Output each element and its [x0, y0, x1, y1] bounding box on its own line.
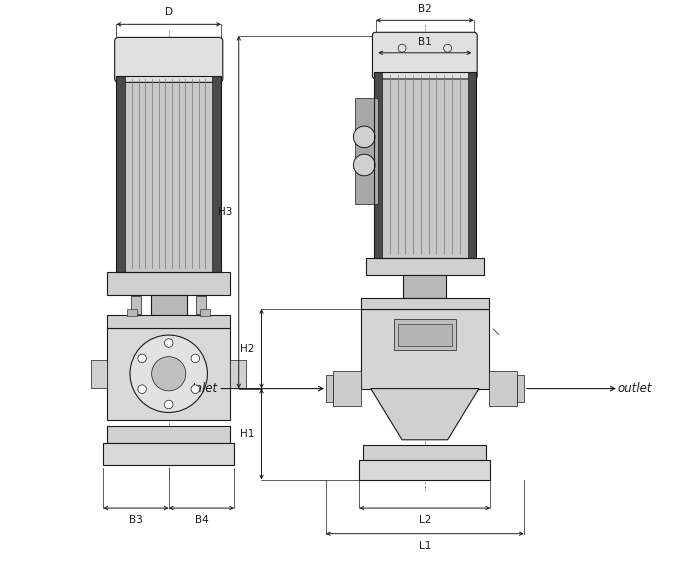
Polygon shape: [371, 389, 479, 440]
Bar: [374, 72, 382, 258]
FancyBboxPatch shape: [372, 32, 477, 79]
Bar: [116, 76, 221, 272]
Bar: [107, 272, 230, 294]
Circle shape: [191, 385, 200, 393]
Bar: [363, 445, 487, 460]
Text: H1: H1: [240, 429, 255, 439]
Bar: [230, 360, 246, 388]
Text: H2: H2: [240, 344, 255, 354]
Bar: [361, 297, 489, 309]
Text: B2: B2: [418, 3, 432, 13]
Bar: [196, 296, 206, 314]
Text: L1: L1: [419, 541, 431, 551]
Bar: [355, 98, 378, 204]
Circle shape: [191, 354, 200, 363]
Bar: [326, 375, 333, 402]
Bar: [374, 72, 476, 258]
Bar: [393, 319, 456, 350]
Text: D: D: [165, 8, 173, 17]
Circle shape: [152, 357, 186, 391]
Text: B3: B3: [129, 516, 143, 526]
Bar: [517, 375, 524, 402]
Bar: [333, 371, 361, 406]
Bar: [212, 76, 221, 272]
Bar: [91, 360, 107, 388]
Circle shape: [164, 400, 173, 409]
Bar: [361, 309, 489, 389]
Bar: [359, 460, 490, 480]
Bar: [107, 425, 230, 443]
Bar: [107, 315, 230, 328]
Circle shape: [354, 154, 375, 176]
Bar: [489, 371, 517, 406]
Circle shape: [130, 335, 207, 413]
Bar: [107, 328, 230, 420]
Text: outlet: outlet: [617, 382, 651, 395]
Text: Inlet: Inlet: [192, 382, 219, 395]
Bar: [200, 309, 210, 315]
Circle shape: [138, 354, 146, 363]
Bar: [382, 72, 468, 258]
Text: B4: B4: [195, 516, 208, 526]
Text: L2: L2: [419, 515, 431, 525]
Text: B1: B1: [418, 37, 432, 47]
Circle shape: [354, 126, 375, 148]
Circle shape: [138, 385, 146, 393]
Bar: [150, 294, 187, 315]
Bar: [103, 443, 234, 466]
Bar: [127, 309, 137, 315]
Bar: [403, 275, 446, 297]
Bar: [116, 76, 125, 272]
Bar: [398, 324, 452, 346]
Bar: [365, 258, 484, 275]
Bar: [125, 76, 212, 272]
FancyBboxPatch shape: [115, 37, 223, 83]
Text: H3: H3: [218, 207, 232, 217]
Circle shape: [164, 339, 173, 347]
Bar: [131, 296, 141, 314]
Bar: [468, 72, 476, 258]
